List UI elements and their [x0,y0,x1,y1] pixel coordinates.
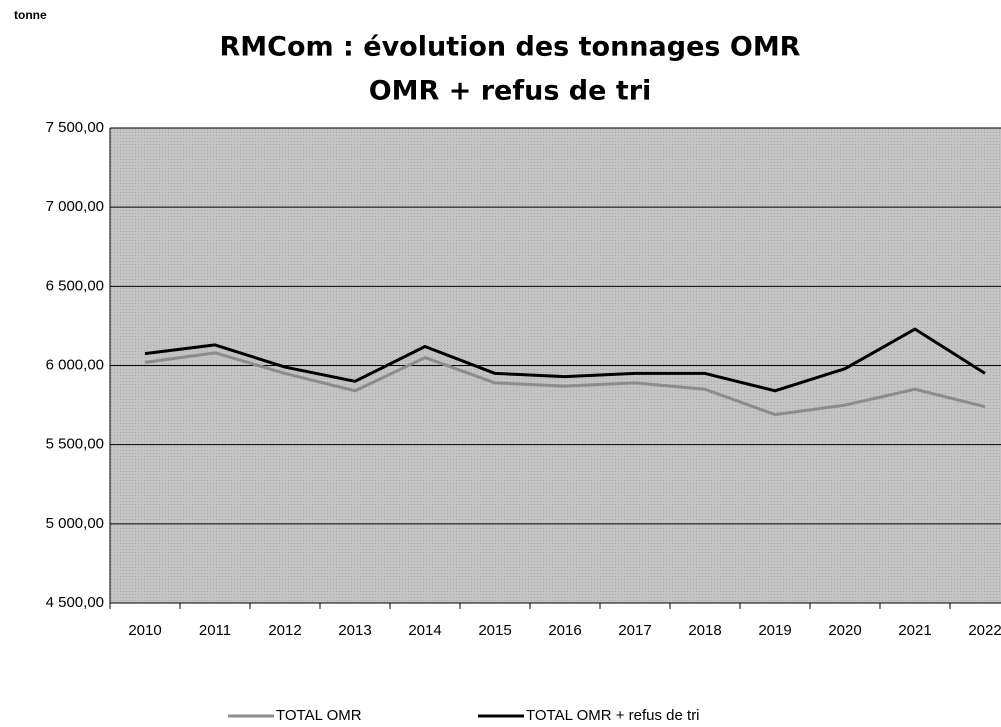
y-tick-label: 5 000,00 [46,515,104,532]
x-tick-label: 2021 [898,622,931,639]
x-tick-label: 2022 [968,622,1001,639]
x-tick-label: 2010 [128,622,161,639]
y-tick-label: 6 000,00 [46,356,104,373]
x-tick-label: 2015 [478,622,511,639]
x-tick-label: 2020 [828,622,861,639]
series-line [144,327,986,393]
legend-label: TOTAL OMR + refus de tri [526,707,700,724]
series-line [144,351,986,417]
x-tick-label: 2011 [199,622,231,639]
x-tick-label: 2014 [408,622,441,639]
y-axis-label: tonne [14,8,47,22]
y-tick-label: 4 500,00 [46,594,104,611]
x-tick-label: 2019 [758,622,791,639]
chart-subtitle: OMR + refus de tri [369,76,652,107]
y-tick-label: 5 500,00 [46,436,104,453]
y-tick-label: 6 500,00 [46,277,104,294]
x-tick-label: 2012 [268,622,301,639]
x-tick-label: 2018 [688,622,721,639]
y-tick-label: 7 500,00 [46,119,104,136]
chart-title: RMCom : évolution des tonnages OMR [220,32,801,63]
x-tick-label: 2017 [618,622,651,639]
x-tick-label: 2016 [548,622,581,639]
x-tick-label: 2013 [338,622,371,639]
y-tick-label: 7 000,00 [46,198,104,215]
legend-label: TOTAL OMR [276,707,362,724]
